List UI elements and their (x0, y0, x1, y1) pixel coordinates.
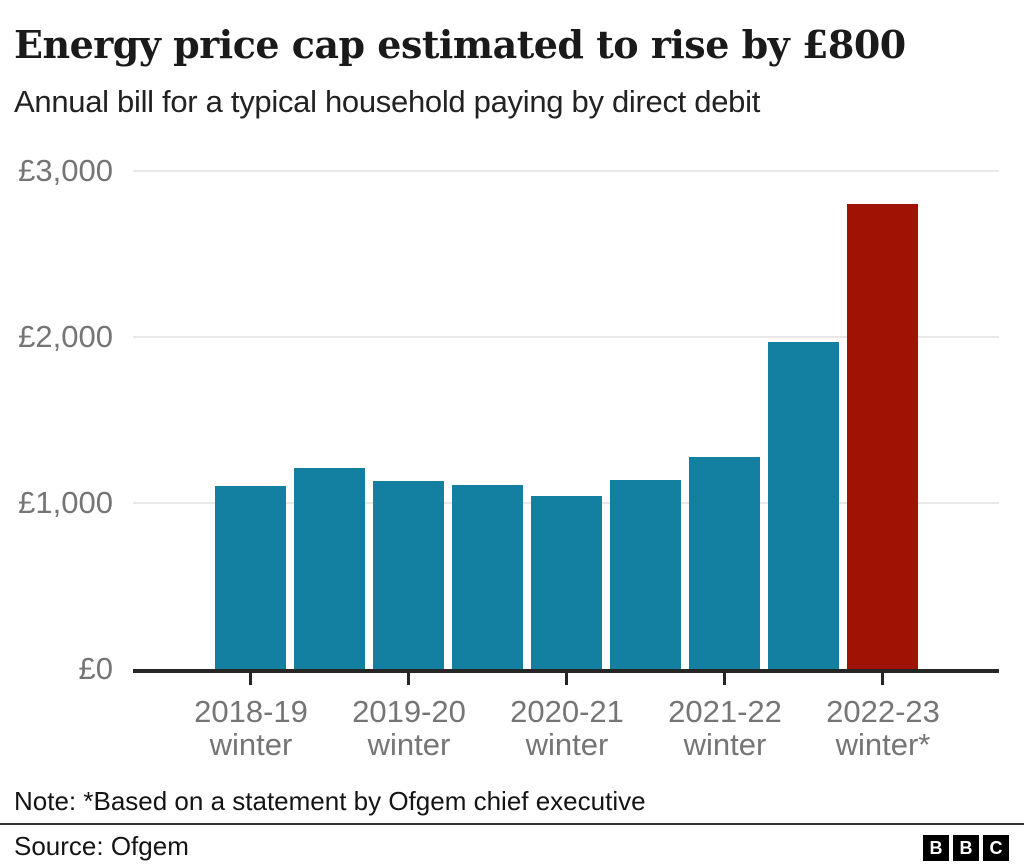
x-tick-label: 2021-22 winter (668, 694, 782, 762)
bar (294, 468, 365, 669)
bbc-logo-block: B (953, 835, 979, 861)
plot-area (133, 170, 999, 685)
chart-note: Note: *Based on a statement by Ofgem chi… (14, 786, 646, 816)
source-label: Source: Ofgem (14, 831, 189, 861)
bar (847, 204, 918, 669)
x-axis-tick (565, 673, 568, 685)
bar (531, 496, 602, 669)
x-axis-tick (407, 673, 410, 685)
x-tick-label: 2020-21 winter (510, 694, 624, 762)
x-tick-label: 2018-19 winter (194, 694, 308, 762)
bar (215, 486, 286, 669)
bar (768, 342, 839, 669)
x-axis-tick (881, 673, 884, 685)
bbc-logo-block: B (923, 835, 949, 861)
bar (452, 485, 523, 669)
chart-subtitle: Annual bill for a typical household payi… (14, 84, 761, 119)
bar (610, 480, 681, 669)
bar (373, 481, 444, 669)
x-tick-label: 2019-20 winter (352, 694, 466, 762)
chart-title: Energy price cap estimated to rise by £8… (14, 22, 906, 67)
y-tick-label: £2,000 (18, 319, 113, 354)
bar (689, 457, 760, 669)
x-axis-tick (249, 673, 252, 685)
x-axis-tick (723, 673, 726, 685)
gridline (133, 170, 999, 172)
y-tick-label: £1,000 (18, 485, 113, 520)
gridline (133, 336, 999, 338)
y-tick-label: £0 (78, 651, 113, 686)
footer-divider (0, 823, 1024, 825)
y-tick-label: £3,000 (18, 153, 113, 188)
x-tick-label: 2022-23 winter* (826, 694, 940, 762)
x-axis-line (133, 669, 999, 673)
bbc-logo-block: C (983, 835, 1009, 861)
